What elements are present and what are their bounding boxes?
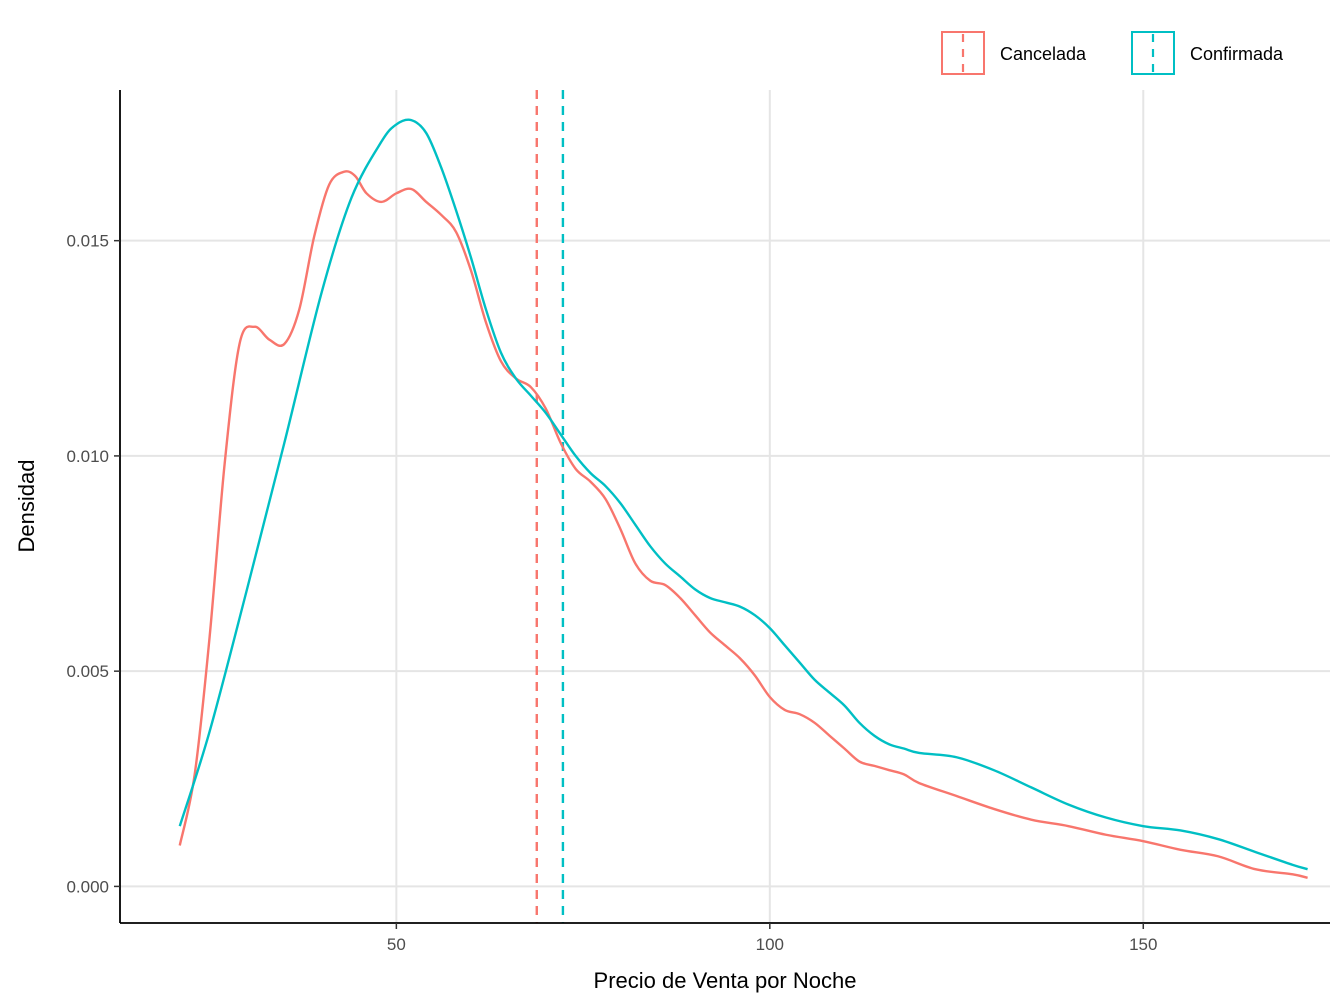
legend-item-confirmada: Confirmada xyxy=(1131,31,1284,75)
axes xyxy=(119,90,1330,924)
grid-lines xyxy=(120,90,1330,923)
legend-label: Cancelada xyxy=(1000,44,1087,64)
density-line-cancelada xyxy=(178,170,1308,879)
y-tick-label: 0.005 xyxy=(66,662,109,681)
y-tick-label: 0.010 xyxy=(66,447,109,466)
legend-label: Confirmada xyxy=(1190,44,1284,64)
axis-ticks: 50 100 150 0.000 0.005 0.010 0.015 xyxy=(66,232,1157,954)
legend: Cancelada Confirmada xyxy=(941,31,1284,75)
density-curves xyxy=(178,118,1308,879)
x-tick-label: 50 xyxy=(387,935,406,954)
y-axis-title: Densidad xyxy=(14,460,39,553)
mean-lines xyxy=(535,90,565,923)
legend-item-cancelada: Cancelada xyxy=(941,31,1087,75)
x-axis-title: Precio de Venta por Noche xyxy=(594,968,857,993)
x-tick-label: 150 xyxy=(1129,935,1157,954)
y-tick-label: 0.015 xyxy=(66,232,109,251)
density-line-confirmada xyxy=(178,118,1308,871)
x-tick-label: 100 xyxy=(756,935,784,954)
y-tick-label: 0.000 xyxy=(66,877,109,896)
